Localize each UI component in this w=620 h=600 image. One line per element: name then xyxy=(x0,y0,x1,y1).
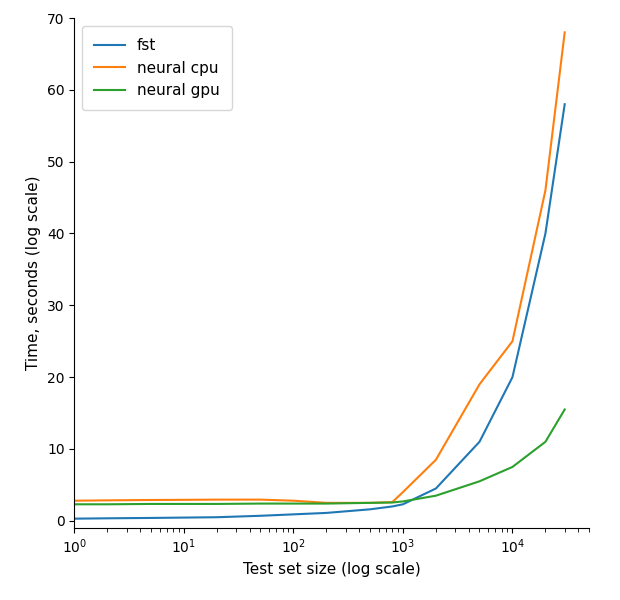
neural gpu xyxy=(147,500,154,508)
Line: fst: fst xyxy=(74,104,565,518)
neural gpu xyxy=(257,500,264,507)
neural gpu xyxy=(476,478,483,485)
fst xyxy=(180,514,188,521)
fst xyxy=(399,500,407,508)
neural cpu xyxy=(561,29,569,36)
fst xyxy=(432,485,440,492)
neural gpu xyxy=(290,500,297,507)
neural cpu xyxy=(104,497,111,504)
neural gpu xyxy=(389,499,396,506)
neural cpu xyxy=(432,456,440,463)
neural gpu xyxy=(509,463,516,470)
fst xyxy=(476,438,483,445)
neural gpu xyxy=(366,499,374,506)
neural gpu xyxy=(71,500,78,508)
neural gpu xyxy=(561,406,569,413)
Y-axis label: Time, seconds (log scale): Time, seconds (log scale) xyxy=(27,176,42,370)
neural cpu xyxy=(476,381,483,388)
fst xyxy=(322,509,330,517)
neural gpu xyxy=(399,498,407,505)
fst xyxy=(366,506,374,513)
neural cpu xyxy=(366,499,374,506)
Line: neural cpu: neural cpu xyxy=(74,32,565,503)
neural cpu xyxy=(322,499,330,506)
fst xyxy=(213,514,221,521)
fst xyxy=(389,503,396,510)
neural gpu xyxy=(322,500,330,507)
neural cpu xyxy=(389,499,396,506)
fst xyxy=(104,515,111,522)
neural gpu xyxy=(104,500,111,508)
neural cpu xyxy=(71,497,78,505)
neural cpu xyxy=(147,496,154,503)
neural cpu xyxy=(290,497,297,505)
neural cpu xyxy=(180,496,188,503)
neural gpu xyxy=(542,438,549,445)
fst xyxy=(290,511,297,518)
neural cpu xyxy=(213,496,221,503)
fst xyxy=(147,514,154,521)
Legend: fst, neural cpu, neural gpu: fst, neural cpu, neural gpu xyxy=(82,26,232,110)
neural cpu xyxy=(542,187,549,194)
X-axis label: Test set size (log scale): Test set size (log scale) xyxy=(243,562,420,577)
fst xyxy=(509,374,516,381)
neural gpu xyxy=(432,492,440,499)
Line: neural gpu: neural gpu xyxy=(74,409,565,504)
fst xyxy=(71,515,78,522)
fst xyxy=(257,512,264,520)
fst xyxy=(561,101,569,108)
fst xyxy=(542,230,549,237)
neural gpu xyxy=(180,500,188,508)
neural cpu xyxy=(257,496,264,503)
neural cpu xyxy=(509,338,516,345)
neural gpu xyxy=(213,500,221,508)
neural cpu xyxy=(399,488,407,496)
